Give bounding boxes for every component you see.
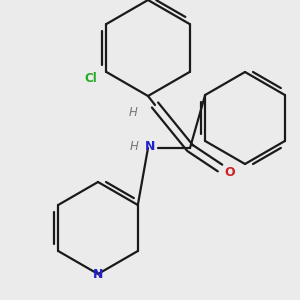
Text: H: H: [130, 140, 138, 152]
Text: Cl: Cl: [84, 71, 97, 85]
Text: O: O: [225, 166, 235, 178]
Text: N: N: [145, 140, 155, 152]
Text: H: H: [129, 106, 137, 119]
Text: N: N: [93, 268, 103, 281]
